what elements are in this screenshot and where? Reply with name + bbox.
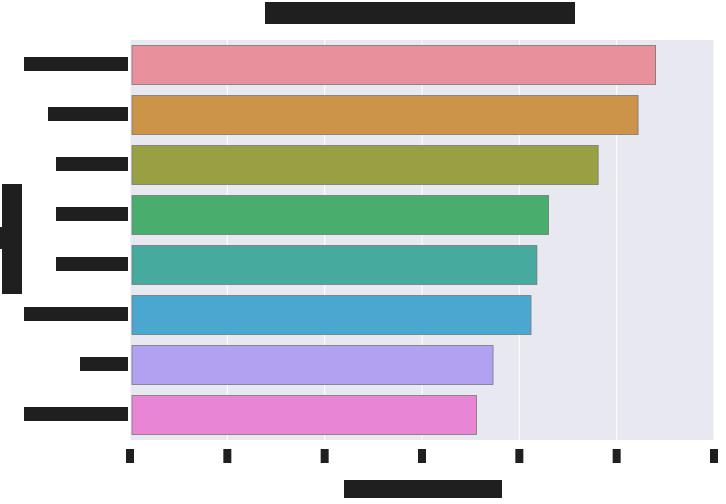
y-tick-label-1	[48, 107, 128, 121]
bars	[131, 45, 656, 435]
y-tick-label-6	[80, 357, 128, 371]
x-axis-label-redacted	[344, 480, 502, 498]
bar-3	[131, 195, 549, 235]
x-tick-label-4	[515, 449, 524, 463]
x-tick-label-2	[320, 449, 329, 463]
y-tick-label-0	[24, 57, 128, 71]
x-tick-label-6	[710, 449, 718, 463]
y-tick-label-5	[24, 307, 128, 321]
x-tick-label-3	[418, 449, 426, 463]
y-tick-label-2	[56, 157, 128, 171]
y-tick-labels-redacted	[24, 57, 128, 421]
bar-1	[131, 95, 639, 135]
x-tick-label-1	[223, 449, 232, 463]
bar-6	[131, 345, 494, 385]
bar-7	[131, 395, 477, 435]
bar-0	[131, 45, 656, 85]
bar-5	[131, 295, 532, 335]
x-tick-label-0	[126, 449, 134, 463]
bar-4	[131, 245, 538, 285]
y-tick-label-3	[56, 207, 128, 221]
y-axis-label-redacted-part	[0, 227, 8, 249]
chart-title-redacted	[265, 2, 575, 24]
y-axis-label-redacted	[2, 184, 22, 294]
bar-2	[131, 145, 599, 185]
y-tick-label-7	[24, 407, 128, 421]
x-tick-label-5	[612, 449, 621, 463]
y-tick-label-4	[56, 257, 128, 271]
x-tick-labels	[126, 449, 718, 463]
